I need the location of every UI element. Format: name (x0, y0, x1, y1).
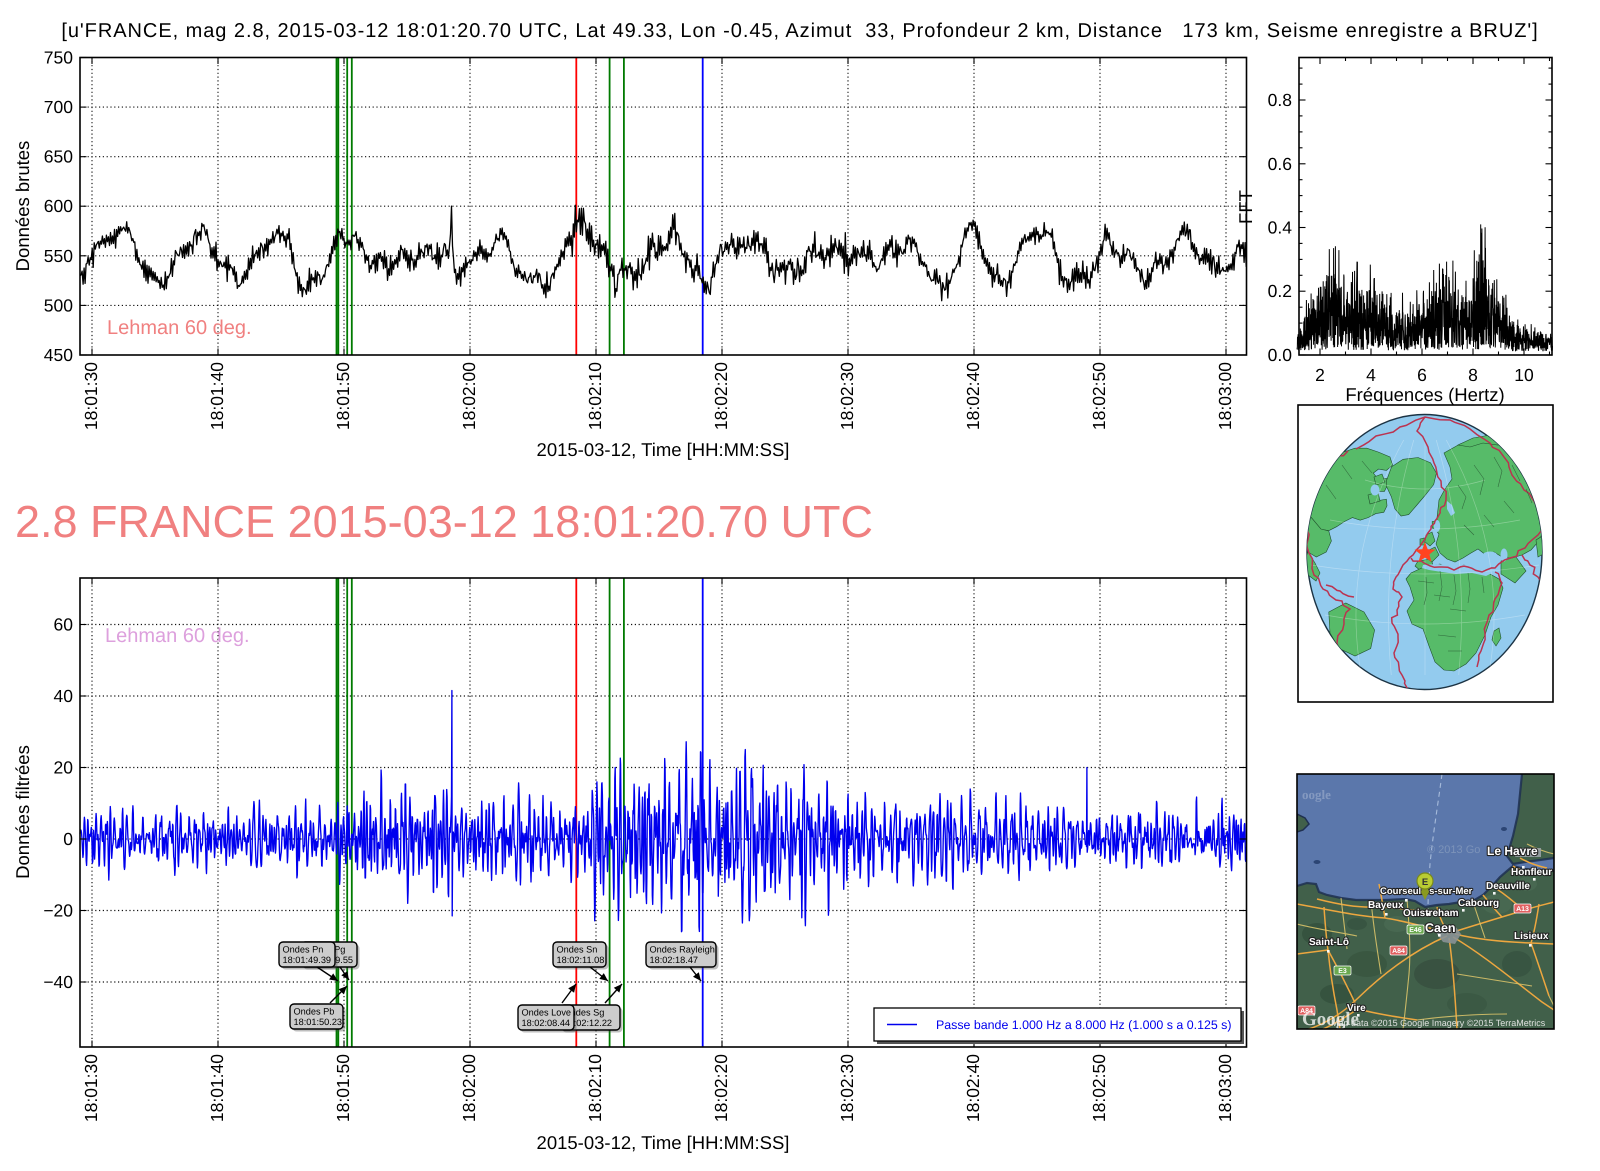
svg-text:18:02:12.22: 18:02:12.22 (564, 1018, 613, 1028)
svg-text:Données brutes: Données brutes (12, 141, 33, 272)
svg-text:18:02:11.08: 18:02:11.08 (557, 955, 605, 965)
svg-text:2: 2 (1315, 365, 1325, 385)
svg-text:Deauville: Deauville (1486, 881, 1530, 892)
svg-text:0.8: 0.8 (1268, 90, 1292, 110)
svg-text:Lehman 60 deg.: Lehman 60 deg. (107, 317, 252, 339)
svg-text:18:01:50.23: 18:01:50.23 (294, 1017, 343, 1027)
svg-text:0.0: 0.0 (1268, 345, 1293, 365)
svg-text:20: 20 (54, 758, 74, 778)
svg-text:18:02:40: 18:02:40 (963, 362, 983, 430)
svg-text:600: 600 (44, 196, 73, 216)
svg-text:Fréquences (Hertz): Fréquences (Hertz) (1345, 384, 1504, 405)
svg-text:oogle: oogle (1302, 787, 1331, 802)
svg-text:700: 700 (44, 97, 73, 117)
svg-text:10: 10 (1514, 365, 1534, 385)
svg-text:A84: A84 (1392, 948, 1405, 955)
svg-text:18:02:00: 18:02:00 (459, 362, 479, 430)
svg-text:−40: −40 (43, 972, 73, 992)
svg-text:E: E (1422, 877, 1428, 888)
svg-text:Ondes Rayleigh: Ondes Rayleigh (650, 945, 715, 955)
svg-text:E46: E46 (1409, 927, 1422, 934)
svg-text:18:01:50: 18:01:50 (333, 1054, 353, 1122)
svg-text:8: 8 (1468, 365, 1478, 385)
svg-text:18:02:00: 18:02:00 (459, 1054, 479, 1122)
svg-text:Saint-Lô: Saint-Lô (1309, 937, 1349, 948)
svg-text:4: 4 (1366, 365, 1376, 385)
svg-text:40: 40 (54, 686, 74, 706)
svg-text:© 2013 Go: © 2013 Go (1427, 844, 1480, 856)
svg-text:Vire: Vire (1347, 1003, 1366, 1014)
svg-text:0.6: 0.6 (1268, 154, 1292, 174)
svg-text:E3: E3 (1338, 968, 1347, 975)
svg-text:Map data ©2015 Google Imagery: Map data ©2015 Google Imagery ©2015 Terr… (1331, 1018, 1546, 1028)
svg-text:Données filtrées: Données filtrées (12, 745, 33, 879)
svg-text:18:02:18.47: 18:02:18.47 (650, 955, 699, 965)
svg-text:550: 550 (44, 246, 73, 266)
svg-text:18:01:50: 18:01:50 (333, 362, 353, 430)
svg-text:FFT: FFT (1235, 190, 1256, 224)
svg-text:750: 750 (44, 48, 73, 68)
svg-text:Ondes Pb: Ondes Pb (294, 1007, 335, 1017)
svg-text:Le Havre: Le Havre (1487, 844, 1538, 858)
svg-text:18:02:20: 18:02:20 (711, 362, 731, 430)
svg-text:18:02:20: 18:02:20 (711, 1054, 731, 1122)
svg-text:18:01:40: 18:01:40 (207, 362, 227, 430)
svg-text:Ondes Sg: Ondes Sg (564, 1008, 605, 1018)
svg-text:Google: Google (1302, 1009, 1359, 1030)
svg-text:A84: A84 (1300, 1008, 1313, 1015)
svg-text:18:02:30: 18:02:30 (837, 1054, 857, 1122)
svg-text:450: 450 (44, 345, 73, 365)
svg-text:[u'FRANCE, mag 2.8, 2015-03-12: [u'FRANCE, mag 2.8, 2015-03-12 18:01:20.… (61, 20, 1538, 42)
svg-text:60: 60 (54, 615, 74, 635)
svg-text:18:02:50: 18:02:50 (1089, 362, 1109, 430)
svg-text:Ouistreham: Ouistreham (1403, 908, 1459, 919)
svg-text:Bayeux: Bayeux (1368, 900, 1404, 911)
svg-text:18:02:10: 18:02:10 (585, 362, 605, 430)
svg-text:Ondes Sn: Ondes Sn (557, 945, 598, 955)
svg-text:Lehman 60 deg.: Lehman 60 deg. (105, 625, 250, 647)
svg-text:Ondes Love: Ondes Love (522, 1008, 572, 1018)
svg-text:2.8 FRANCE 2015-03-12 18:01:20: 2.8 FRANCE 2015-03-12 18:01:20.70 UTC (15, 496, 873, 547)
svg-text:−20: −20 (43, 901, 73, 921)
svg-text:18:01:49.39: 18:01:49.39 (283, 955, 332, 965)
svg-text:18:01:30: 18:01:30 (81, 1054, 101, 1122)
svg-text:500: 500 (44, 295, 73, 315)
svg-text:Cabourg: Cabourg (1458, 898, 1499, 909)
svg-text:18:02:40: 18:02:40 (963, 1054, 983, 1122)
svg-text:Ondes Pn: Ondes Pn (283, 945, 324, 955)
svg-text:18:03:00: 18:03:00 (1215, 1054, 1235, 1122)
svg-text:18:02:08.44: 18:02:08.44 (522, 1018, 571, 1028)
svg-text:18:01:30: 18:01:30 (81, 362, 101, 430)
svg-text:18:02:30: 18:02:30 (837, 362, 857, 430)
svg-text:A13: A13 (1516, 906, 1529, 913)
svg-text:18:02:10: 18:02:10 (585, 1054, 605, 1122)
svg-text:Honfleur: Honfleur (1511, 867, 1552, 878)
svg-text:18:03:00: 18:03:00 (1215, 362, 1235, 430)
svg-text:Lisieux: Lisieux (1514, 931, 1549, 942)
svg-text:0.4: 0.4 (1268, 218, 1293, 238)
svg-text:2015-03-12, Time [HH:MM:SS]: 2015-03-12, Time [HH:MM:SS] (537, 439, 790, 460)
svg-text:0.2: 0.2 (1268, 281, 1292, 301)
svg-text:18:01:40: 18:01:40 (207, 1054, 227, 1122)
svg-text:6: 6 (1417, 365, 1427, 385)
svg-text:2015-03-12, Time [HH:MM:SS]: 2015-03-12, Time [HH:MM:SS] (537, 1132, 790, 1153)
svg-text:Caen: Caen (1425, 921, 1456, 935)
svg-text:650: 650 (44, 147, 73, 167)
svg-text:Passe bande 1.000 Hz a 8.000 H: Passe bande 1.000 Hz a 8.000 Hz (1.000 s… (936, 1018, 1232, 1032)
svg-text:18:02:50: 18:02:50 (1089, 1054, 1109, 1122)
svg-text:0: 0 (63, 829, 73, 849)
